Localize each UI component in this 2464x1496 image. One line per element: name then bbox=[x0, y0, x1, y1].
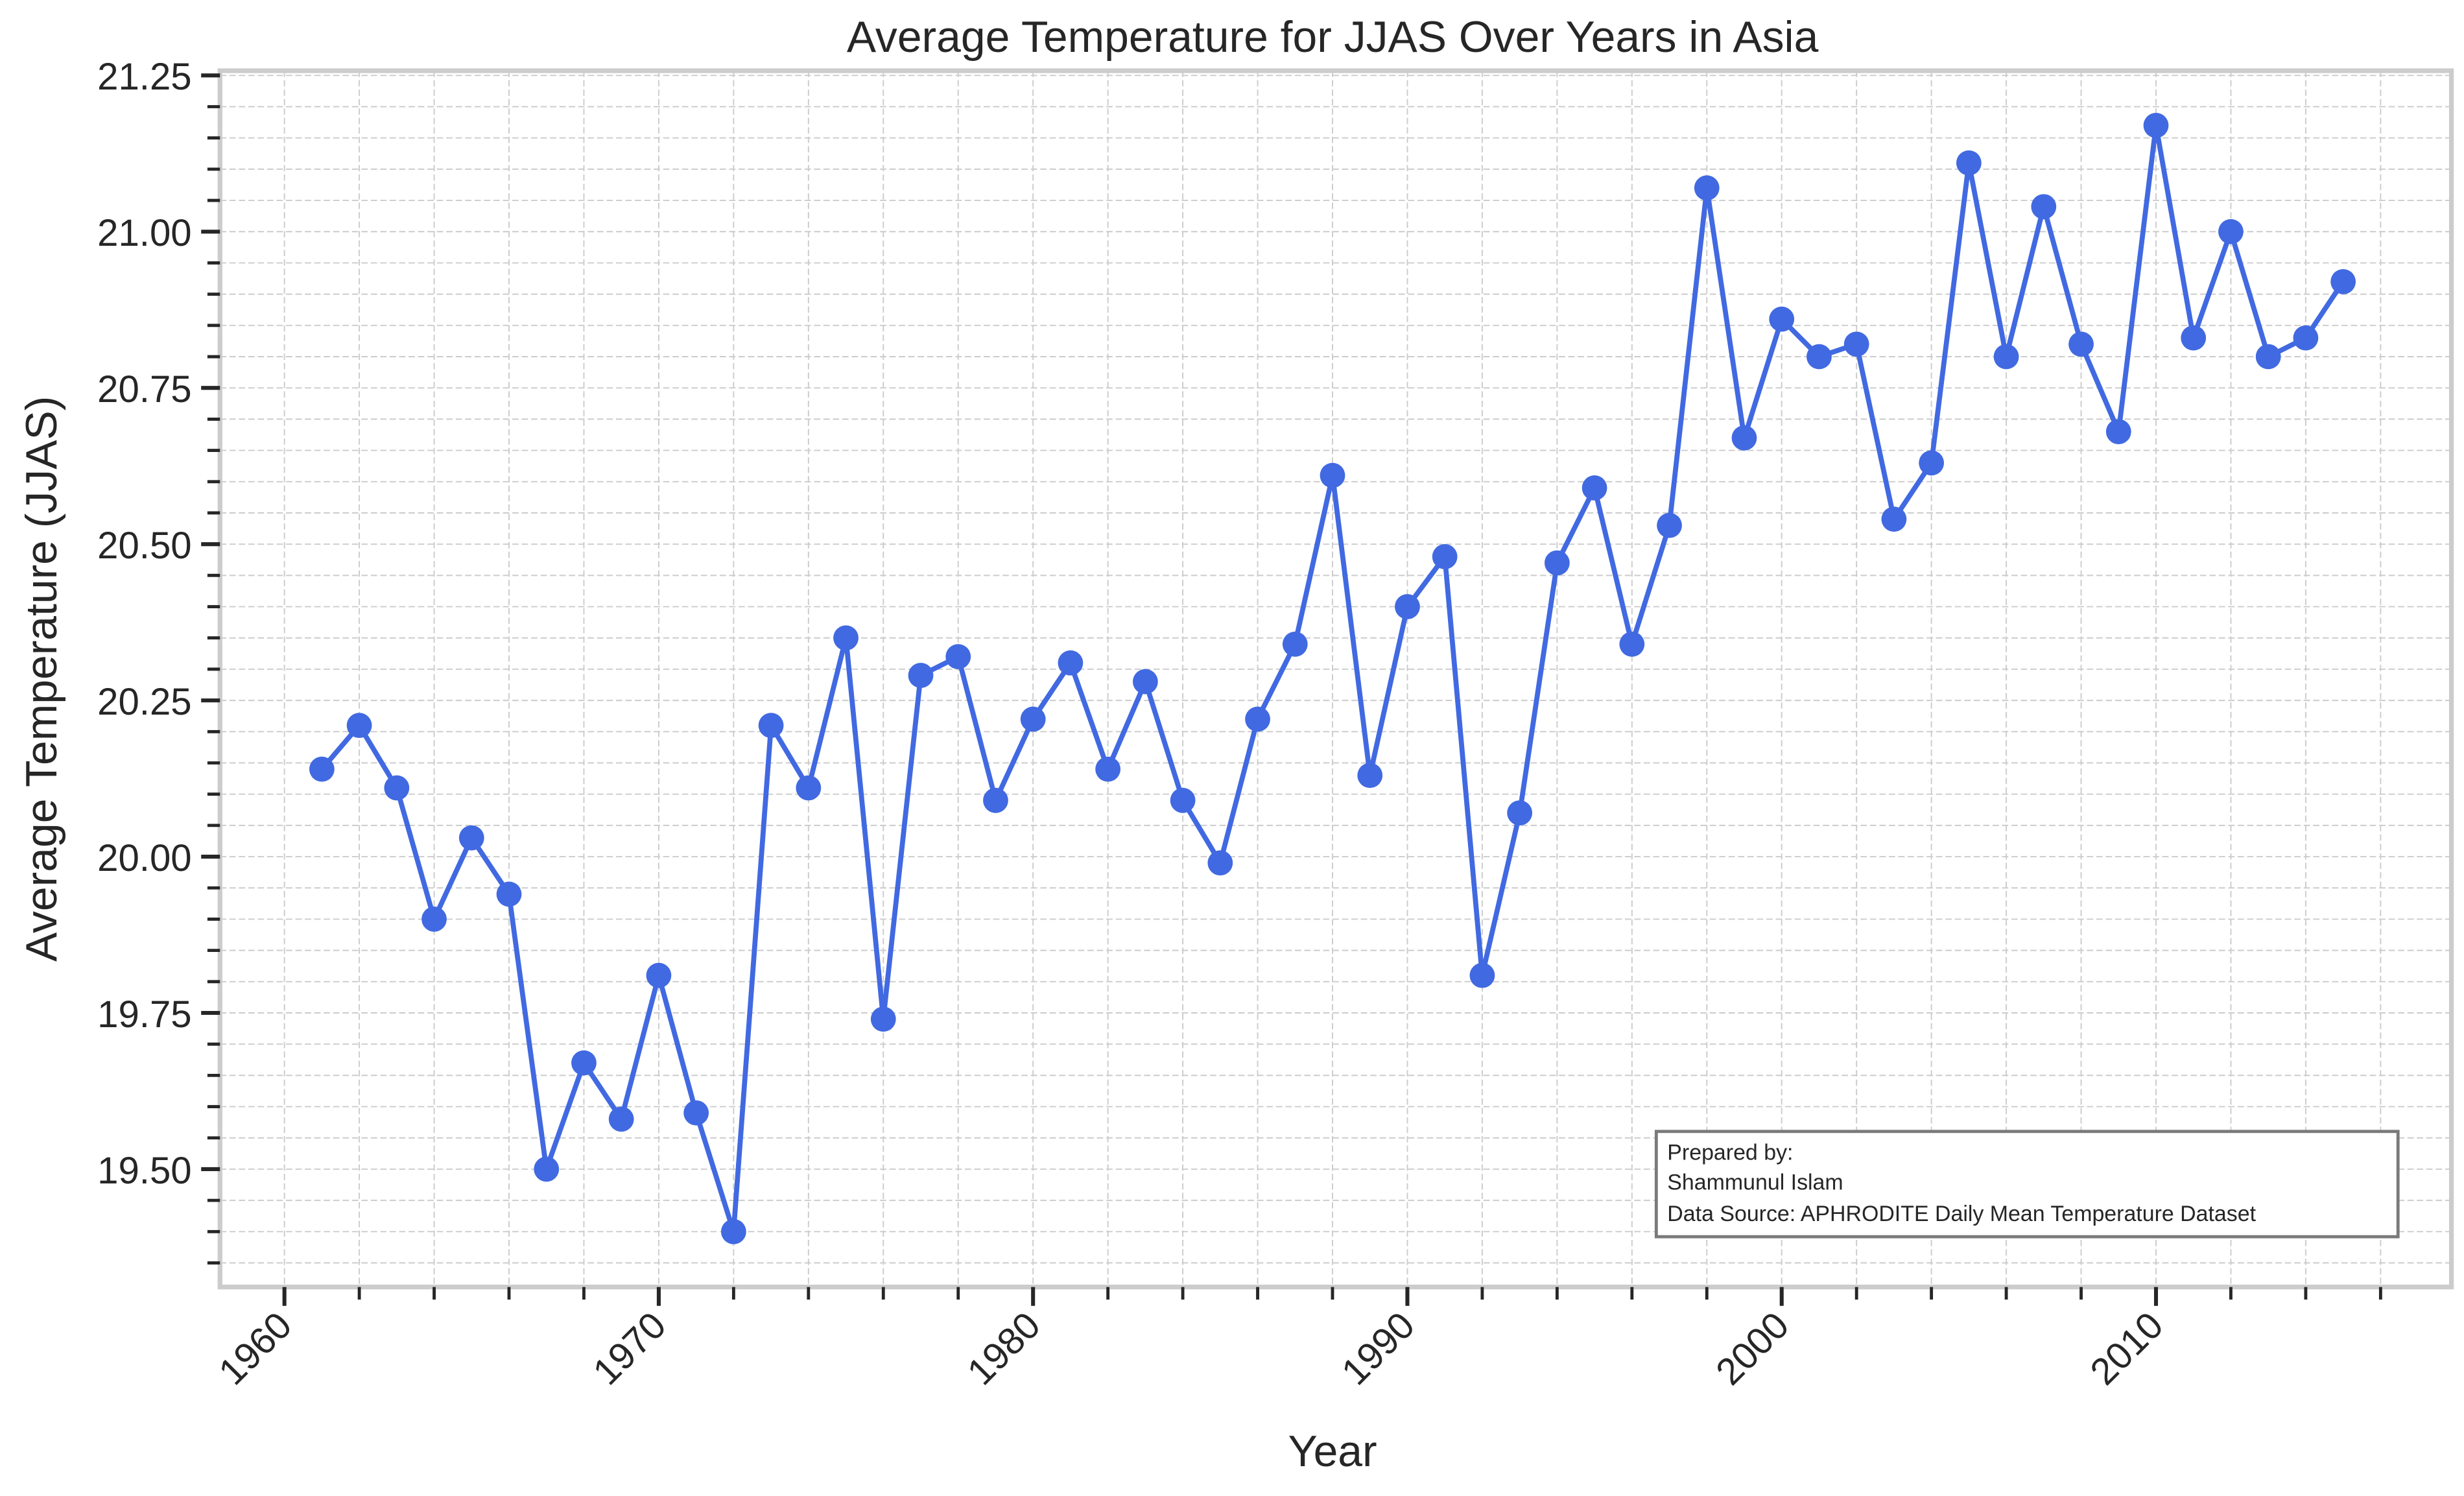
y-tick-label: 19.50 bbox=[97, 1150, 192, 1192]
data-point bbox=[2330, 268, 2356, 294]
data-point bbox=[1320, 462, 1345, 488]
data-point bbox=[496, 881, 522, 907]
data-point bbox=[1807, 344, 1832, 370]
data-point bbox=[2143, 113, 2169, 138]
data-point bbox=[1619, 631, 1645, 657]
data-point bbox=[1544, 550, 1570, 576]
x-tick-label: 2000 bbox=[1708, 1304, 1797, 1393]
data-point bbox=[1769, 306, 1795, 332]
annotation-frame bbox=[1654, 1130, 2400, 1239]
annotation-line-1: Prepared by: bbox=[1667, 1140, 1793, 1165]
data-point bbox=[1432, 544, 1458, 569]
data-point bbox=[2105, 419, 2131, 445]
annotation-box: Prepared by: Shammunul Islam Data Source… bbox=[1654, 1130, 2400, 1239]
data-point bbox=[1170, 787, 1196, 813]
x-tick-label: 1980 bbox=[959, 1304, 1048, 1393]
y-tick-label: 20.75 bbox=[97, 368, 192, 410]
data-point bbox=[833, 625, 859, 651]
data-point bbox=[1469, 962, 1495, 988]
data-point bbox=[945, 644, 971, 670]
data-point bbox=[1245, 706, 1270, 732]
data-point bbox=[870, 1006, 896, 1032]
y-tick-label: 21.00 bbox=[97, 212, 192, 254]
data-point bbox=[1956, 150, 1982, 176]
y-tick-label: 20.25 bbox=[97, 681, 192, 723]
y-tick-label: 20.50 bbox=[97, 525, 192, 567]
data-point bbox=[1207, 850, 1233, 876]
data-point bbox=[1657, 512, 1682, 538]
data-point bbox=[758, 713, 784, 739]
data-point bbox=[571, 1050, 597, 1076]
data-point bbox=[983, 787, 1008, 813]
x-axis-label: Year bbox=[1288, 1427, 1377, 1476]
data-point bbox=[608, 1106, 634, 1132]
data-point bbox=[421, 907, 447, 932]
data-point bbox=[1282, 631, 1308, 657]
data-point bbox=[683, 1100, 709, 1126]
x-tick-label: 1990 bbox=[1334, 1304, 1423, 1393]
data-point bbox=[1993, 344, 2019, 370]
x-axis: 1960 1970 1980 1990 2000 2010 bbox=[211, 1287, 2382, 1393]
data-point bbox=[2218, 219, 2244, 244]
data-point bbox=[908, 663, 934, 688]
grid bbox=[220, 71, 2452, 1287]
data-point bbox=[2293, 325, 2319, 351]
annotation-line-2: Shammunul Islam bbox=[1667, 1170, 1843, 1194]
chart-title: Average Temperature for JJAS Over Years … bbox=[847, 13, 1819, 62]
data-point bbox=[534, 1156, 560, 1182]
data-point bbox=[1395, 594, 1420, 619]
data-point bbox=[346, 713, 372, 739]
x-tick-label: 1970 bbox=[585, 1304, 674, 1393]
y-axis: 19.50 19.75 20.00 20.25 20.50 20.75 21.00 21.25 bbox=[97, 56, 220, 1264]
data-point bbox=[1357, 763, 1383, 789]
data-point bbox=[1095, 756, 1121, 782]
plot-frame bbox=[217, 68, 2454, 1290]
data-point bbox=[1919, 450, 1945, 476]
series-group bbox=[309, 113, 2356, 1244]
data-point bbox=[309, 756, 335, 782]
data-point bbox=[1020, 706, 1046, 732]
data-point bbox=[720, 1218, 746, 1244]
y-tick-label: 20.00 bbox=[97, 837, 192, 879]
data-point bbox=[384, 775, 410, 801]
data-point bbox=[1132, 669, 1158, 695]
data-point bbox=[458, 825, 484, 851]
y-axis-label: Average Temperature (JJAS) bbox=[18, 396, 66, 962]
annotation-line-3: Data Source: APHRODITE Daily Mean Temper… bbox=[1667, 1202, 2256, 1226]
data-point bbox=[1058, 650, 1084, 676]
data-point bbox=[2031, 194, 2057, 220]
data-point bbox=[1881, 506, 1907, 532]
data-point bbox=[646, 962, 672, 988]
data-point bbox=[2068, 331, 2094, 357]
x-tick-label: 1960 bbox=[211, 1304, 300, 1393]
data-point bbox=[2181, 325, 2207, 351]
x-tick-label: 2010 bbox=[2082, 1304, 2171, 1393]
data-point bbox=[1843, 331, 1869, 357]
data-point bbox=[1731, 425, 1757, 451]
data-point bbox=[1507, 800, 1533, 825]
data-point bbox=[2255, 344, 2281, 370]
data-point bbox=[796, 775, 822, 801]
data-point bbox=[1581, 475, 1607, 501]
y-tick-label: 19.75 bbox=[97, 993, 192, 1036]
y-tick-label: 21.25 bbox=[97, 56, 192, 98]
data-point bbox=[1694, 175, 1720, 201]
